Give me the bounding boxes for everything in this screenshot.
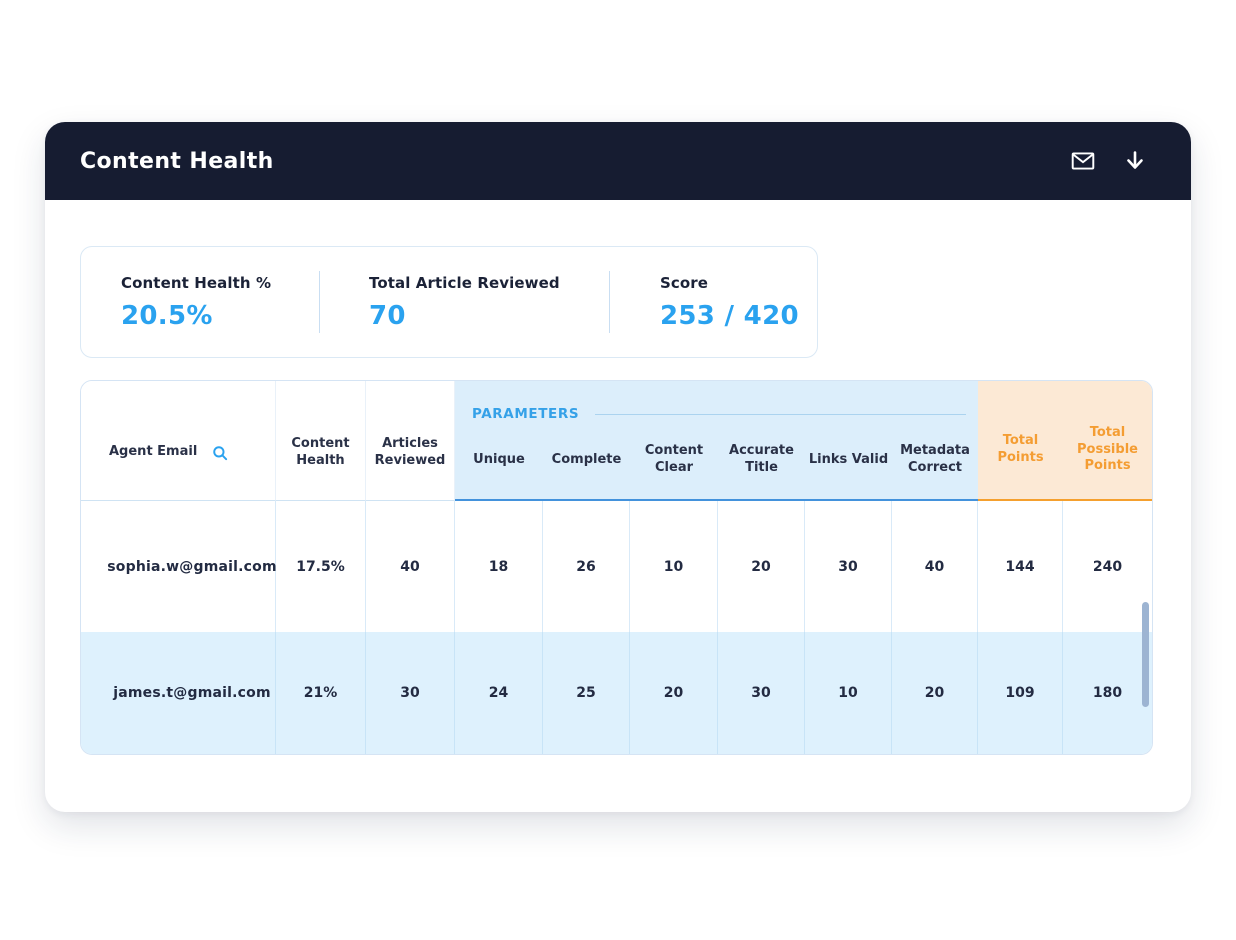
stat-articles-reviewed: Total Article Reviewed 70: [320, 247, 609, 357]
stat-divider: [319, 271, 320, 333]
cell-metadata-correct: 20: [892, 632, 978, 754]
stat-score: Score 253 / 420: [610, 247, 817, 357]
stat-value: 70: [369, 300, 406, 331]
column-header-links-valid: Links Valid: [808, 451, 889, 467]
table-row: james.t@gmail.com 21% 30 24 25 20 30 10 …: [81, 632, 1152, 754]
cell-total-possible-points: 240: [1092, 558, 1123, 575]
stat-label: Total Article Reviewed: [369, 273, 560, 292]
column-header-complete: Complete: [551, 451, 622, 467]
column-header-metadata-correct: Metadata Correct: [900, 443, 970, 475]
column-header-accurate-title: Accurate Title: [729, 443, 794, 475]
cell-agent-email: james.t@gmail.com: [81, 632, 276, 754]
cell-complete: 26: [543, 501, 630, 632]
titlebar: Content Health: [45, 122, 1191, 200]
stat-content-health: Content Health % 20.5%: [81, 247, 319, 357]
cell-unique: 24: [455, 632, 543, 754]
cell-accurate-title: 20: [718, 501, 805, 632]
column-header-content-clear: Content Clear: [644, 443, 704, 475]
search-icon[interactable]: [211, 444, 229, 462]
cell-unique: 18: [455, 501, 543, 632]
cell-total-points: 144: [978, 501, 1063, 632]
column-header-total-possible-points: Total Possible Points: [1063, 381, 1152, 501]
cell-content-clear: 10: [630, 501, 718, 632]
cell-content-health: 17.5%: [276, 501, 366, 632]
column-header-content-health: Content Health: [276, 381, 366, 501]
table-header: Agent Email Content Health Articles Revi…: [81, 381, 1152, 501]
stat-value: 20.5%: [121, 300, 213, 331]
stat-value: 253 / 420: [660, 300, 799, 331]
content-health-panel: Content Health Content: [45, 122, 1191, 812]
cell-articles-reviewed: 40: [366, 501, 455, 632]
cell-articles-reviewed: 30: [366, 632, 455, 754]
column-header-total-points: Total Points: [978, 381, 1063, 501]
summary-card: Content Health % 20.5% Total Article Rev…: [80, 246, 818, 358]
table-scrollbar-thumb[interactable]: [1142, 602, 1149, 707]
mail-icon[interactable]: [1069, 147, 1097, 175]
download-icon[interactable]: [1121, 147, 1149, 175]
titlebar-actions: [1069, 147, 1149, 175]
page-title: Content Health: [80, 148, 274, 174]
agent-email-label: Agent Email: [109, 444, 198, 460]
cell-accurate-title: 30: [718, 632, 805, 754]
cell-agent-email: sophia.w@gmail.com: [81, 501, 277, 632]
column-header-articles-reviewed: Articles Reviewed: [366, 381, 455, 501]
column-header-agent-email: Agent Email: [81, 381, 276, 501]
stat-label: Content Health %: [121, 273, 272, 292]
parameters-subheaders: Unique Complete Content Clear Accurate T…: [455, 439, 978, 481]
cell-content-clear: 20: [630, 632, 718, 754]
cell-complete: 25: [543, 632, 630, 754]
cell-links-valid: 10: [805, 632, 892, 754]
parameters-title-row: PARAMETERS: [455, 406, 978, 422]
cell-content-health: 21%: [276, 632, 366, 754]
stat-label: Score: [660, 273, 709, 292]
parameters-label: PARAMETERS: [472, 406, 580, 422]
parameters-group-header: PARAMETERS Unique Complete Content Clear…: [455, 381, 978, 501]
column-header-unique: Unique: [473, 451, 525, 467]
content-health-table: Agent Email Content Health Articles Revi…: [80, 380, 1153, 755]
stat-divider: [609, 271, 610, 333]
table-row: sophia.w@gmail.com 17.5% 40 18 26 10 20 …: [81, 501, 1152, 632]
cell-metadata-correct: 40: [892, 501, 978, 632]
cell-total-possible-points: 180: [1092, 685, 1123, 701]
parameters-rule: [595, 413, 966, 415]
cell-links-valid: 30: [805, 501, 892, 632]
cell-total-points: 109: [978, 632, 1063, 754]
